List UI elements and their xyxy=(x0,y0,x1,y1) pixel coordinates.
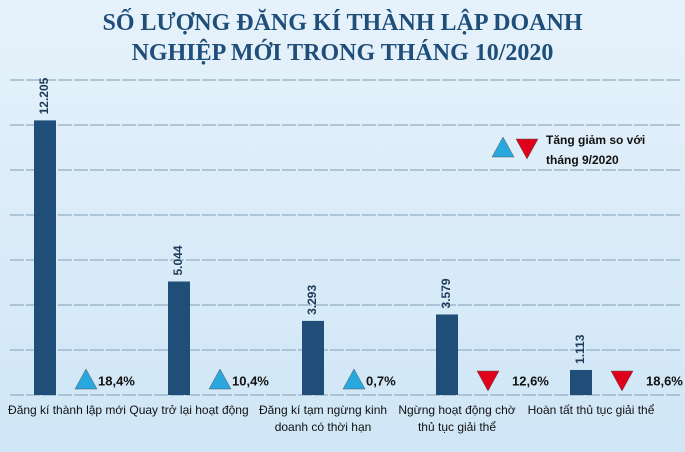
x-tick-label: Đăng kí tạm ngừng kinh doanh có thời hạn xyxy=(258,403,388,434)
change-indicator xyxy=(208,368,232,390)
change-label: 10,4% xyxy=(232,373,269,388)
change-indicator xyxy=(342,368,366,390)
value-label: 5.044 xyxy=(171,245,185,275)
bar xyxy=(436,314,458,395)
bar xyxy=(570,369,592,395)
change-label: 18,4% xyxy=(98,373,135,388)
x-tick-label: Quay trở lại hoạt động xyxy=(129,403,249,417)
x-tick-label: Ngừng hoạt động chờ thủ tục giải thể xyxy=(398,403,516,434)
bar xyxy=(168,281,190,395)
chart-title: SỐ LƯỢNG ĐĂNG KÍ THÀNH LẬP DOANH NGHIỆP … xyxy=(102,10,583,66)
legend-up xyxy=(491,136,515,158)
bar xyxy=(34,120,56,395)
value-label: 1.113 xyxy=(573,334,587,364)
change-label: 18,6% xyxy=(646,373,683,388)
change-indicator xyxy=(610,370,634,392)
change-indicator xyxy=(476,370,500,392)
legend-down xyxy=(515,138,539,160)
change-label: 12,6% xyxy=(512,373,549,388)
value-label: 3.579 xyxy=(439,278,453,308)
change-indicator xyxy=(74,368,98,390)
value-label: 12.205 xyxy=(37,77,51,114)
x-tick-label: Đăng kí thành lập mới xyxy=(8,403,126,417)
change-label: 0,7% xyxy=(366,373,396,388)
value-label: 3.293 xyxy=(305,285,319,315)
x-tick-label: Hoàn tất thủ tục giải thể xyxy=(527,403,655,417)
legend-note: Tăng giảm so với tháng 9/2020 xyxy=(546,133,646,167)
bar xyxy=(302,320,324,395)
